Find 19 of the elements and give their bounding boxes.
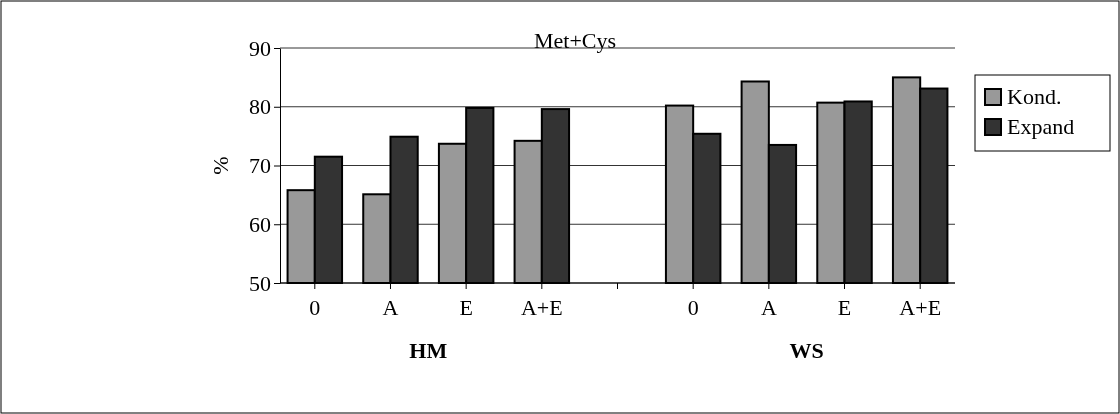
y-tick-label: 50 <box>249 270 271 296</box>
y-tick-label: 70 <box>249 153 271 179</box>
y-axis-title: % <box>208 156 233 175</box>
y-tick-label: 90 <box>249 35 271 61</box>
chart-title: Met+Cys <box>533 28 617 53</box>
y-tick-label: 80 <box>249 94 271 120</box>
y-tick-label: 60 <box>249 211 271 237</box>
x-tick-label: A <box>382 294 399 320</box>
text: WS <box>789 338 824 363</box>
legend-label: Kond. <box>1007 84 1062 109</box>
x-tick-label: A <box>760 294 777 320</box>
x-tick-label: A+E <box>899 294 942 320</box>
text: HM <box>409 338 448 363</box>
x-tick-label: A+E <box>520 294 563 320</box>
x-tick-label: 0 <box>309 294 321 320</box>
x-tick-label: 0 <box>687 294 699 320</box>
x-tick-label: E <box>837 294 852 320</box>
legend-label: Expand <box>1007 114 1075 139</box>
x-tick-label: E <box>459 294 473 320</box>
